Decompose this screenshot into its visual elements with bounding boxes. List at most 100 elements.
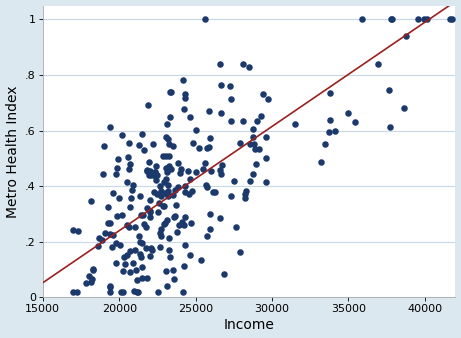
Point xyxy=(449,17,456,22)
Point xyxy=(138,131,146,136)
Point xyxy=(178,220,186,225)
Point xyxy=(106,231,113,237)
Point xyxy=(164,194,171,199)
Point xyxy=(134,277,141,283)
Point xyxy=(206,211,213,217)
Point xyxy=(166,114,174,119)
Point xyxy=(87,199,95,204)
Point xyxy=(203,145,210,151)
Point xyxy=(203,182,210,188)
Point xyxy=(70,289,77,294)
Point xyxy=(166,89,173,94)
Point xyxy=(219,162,226,168)
Point xyxy=(143,275,150,281)
Point xyxy=(153,178,160,183)
Point xyxy=(88,276,95,282)
Point xyxy=(181,190,189,195)
Point xyxy=(389,17,396,22)
Point xyxy=(217,215,224,221)
Point xyxy=(163,153,170,159)
Point xyxy=(130,288,137,294)
Point xyxy=(132,267,139,272)
Point xyxy=(414,17,421,22)
Point xyxy=(157,226,165,231)
Point xyxy=(209,190,217,195)
Point xyxy=(160,153,167,159)
Point xyxy=(127,204,134,210)
Point xyxy=(140,213,147,218)
Point xyxy=(164,121,171,127)
Point xyxy=(249,172,257,177)
Point xyxy=(291,121,298,126)
Point xyxy=(89,266,97,271)
Point xyxy=(158,194,165,199)
Point xyxy=(99,237,106,242)
Point xyxy=(228,118,235,123)
Point xyxy=(130,260,137,265)
Point xyxy=(112,260,119,266)
Point xyxy=(193,170,200,175)
Point xyxy=(172,202,179,208)
Point xyxy=(70,228,77,233)
Point xyxy=(109,232,117,237)
Point xyxy=(264,96,271,101)
Point xyxy=(186,176,194,182)
Point xyxy=(115,195,123,200)
Point xyxy=(263,134,270,139)
Point xyxy=(106,285,113,290)
Point xyxy=(165,247,173,253)
Point xyxy=(180,106,188,112)
Point xyxy=(146,254,153,259)
Point xyxy=(218,111,225,116)
Point xyxy=(151,169,159,174)
Point xyxy=(106,289,113,294)
Point xyxy=(162,165,170,170)
Point xyxy=(212,189,219,194)
Point xyxy=(326,90,333,95)
Point xyxy=(189,188,196,194)
Point xyxy=(146,197,154,202)
Point xyxy=(447,17,454,22)
Point xyxy=(179,77,186,82)
Point xyxy=(170,276,177,282)
Point xyxy=(74,228,82,233)
Point xyxy=(263,179,270,185)
Point xyxy=(144,102,151,107)
Point xyxy=(249,135,257,140)
Point xyxy=(321,142,329,147)
Point xyxy=(176,170,183,176)
Point xyxy=(206,226,213,232)
Point xyxy=(162,134,170,139)
X-axis label: Income: Income xyxy=(224,318,275,333)
Point xyxy=(145,172,152,177)
Point xyxy=(325,129,332,134)
Point xyxy=(100,143,108,148)
Point xyxy=(251,141,258,147)
Point xyxy=(344,110,351,116)
Point xyxy=(126,269,134,274)
Point xyxy=(156,200,163,205)
Point xyxy=(146,208,153,214)
Point xyxy=(201,17,208,22)
Point xyxy=(130,183,137,188)
Point xyxy=(124,154,131,159)
Point xyxy=(143,245,150,251)
Point xyxy=(318,159,325,165)
Point xyxy=(179,289,187,294)
Point xyxy=(170,144,177,149)
Point xyxy=(402,33,409,39)
Point xyxy=(251,147,258,152)
Point xyxy=(176,222,183,228)
Point xyxy=(227,84,234,89)
Point xyxy=(257,113,265,118)
Point xyxy=(171,215,178,220)
Point xyxy=(187,114,194,120)
Y-axis label: Metro Health Index: Metro Health Index xyxy=(6,85,19,218)
Point xyxy=(171,188,179,193)
Point xyxy=(146,210,154,215)
Point xyxy=(96,235,103,240)
Point xyxy=(182,242,189,247)
Point xyxy=(180,222,188,227)
Point xyxy=(216,61,224,66)
Point xyxy=(137,251,144,257)
